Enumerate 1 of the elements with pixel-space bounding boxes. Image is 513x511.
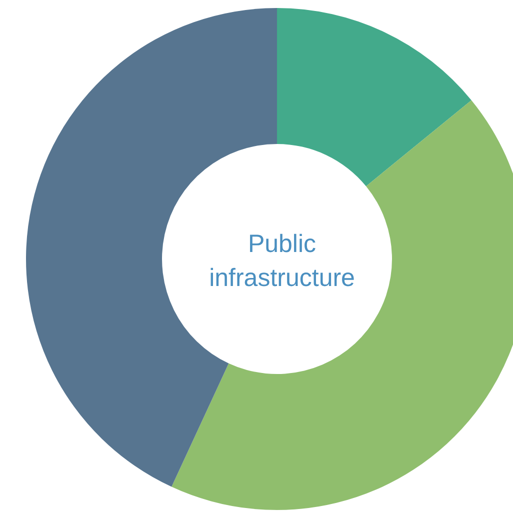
text: Public infrastructure [209, 230, 355, 292]
